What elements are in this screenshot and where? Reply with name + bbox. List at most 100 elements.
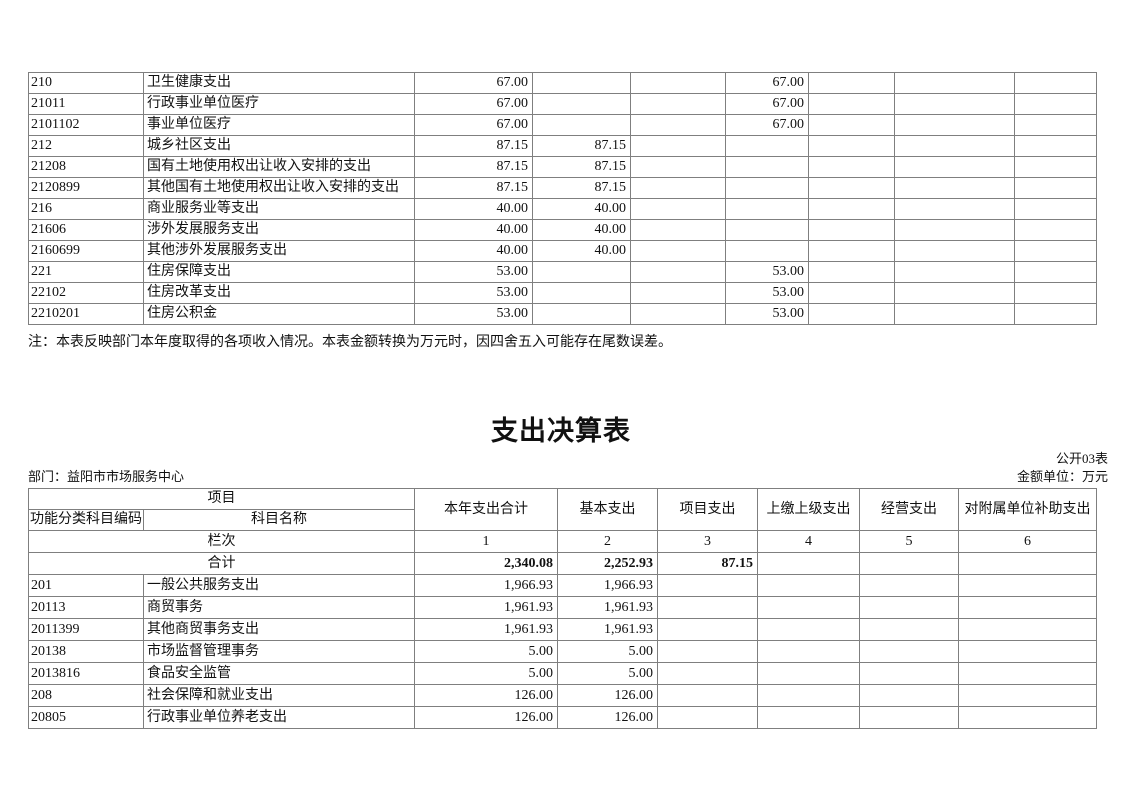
- subject-code-cell: 22102: [28, 282, 144, 304]
- subject-code-cell: 2011399: [28, 618, 144, 641]
- expenditure-row: 20113 商贸事务 1,961.93 1,961.93: [28, 596, 1097, 619]
- table-code-label: 公开03表: [1055, 451, 1108, 466]
- department-label: 部门：益阳市市场服务中心: [28, 469, 185, 484]
- amount-cell: [532, 72, 631, 94]
- amount-cell: [532, 114, 631, 136]
- amount-cell: 40.00: [414, 240, 533, 262]
- income-table-continuation: 210 卫生健康支出 67.00 67.00 21011 行政事业单位医疗 67…: [28, 72, 1097, 325]
- amount-cell: [657, 662, 758, 685]
- income-table-note: 注：本表反映部门本年度取得的各项收入情况。本表金额转换为万元时，因四舍五入可能存…: [28, 335, 672, 350]
- amount-cell: [894, 198, 1015, 220]
- amount-cell: [630, 219, 726, 241]
- project-header-cell: 项目: [28, 488, 415, 510]
- subject-name-cell: 行政事业单位养老支出: [143, 706, 415, 729]
- amount-cell: [859, 574, 959, 597]
- amount-cell: [808, 303, 895, 325]
- subject-name-cell: 市场监督管理事务: [143, 640, 415, 663]
- row-index-label-cell: 栏次: [28, 530, 415, 553]
- subject-name-cell: 社会保障和就业支出: [143, 684, 415, 707]
- amount-cell: [1014, 240, 1097, 262]
- income-row: 221 住房保障支出 53.00 53.00: [28, 261, 1097, 283]
- amount-cell: [1014, 156, 1097, 178]
- subject-code-cell: 20805: [28, 706, 144, 729]
- subject-code-cell: 208: [28, 684, 144, 707]
- amount-cell: 67.00: [414, 93, 533, 115]
- income-row: 21011 行政事业单位医疗 67.00 67.00: [28, 93, 1097, 115]
- subject-code-cell: 210: [28, 72, 144, 94]
- amount-cell: 40.00: [414, 219, 533, 241]
- amount-cell: [808, 240, 895, 262]
- subject-name-cell: 住房改革支出: [143, 282, 415, 304]
- amount-cell: [532, 261, 631, 283]
- income-row: 2210201 住房公积金 53.00 53.00: [28, 303, 1097, 325]
- column-header-cell: 经营支出: [859, 488, 959, 531]
- amount-cell: 1,961.93: [414, 596, 558, 619]
- amount-cell: [630, 114, 726, 136]
- amount-cell: [630, 261, 726, 283]
- amount-cell: [532, 93, 631, 115]
- amount-cell: [859, 706, 959, 729]
- amount-cell: [1014, 135, 1097, 157]
- amount-cell: [894, 240, 1015, 262]
- income-row: 21208 国有土地使用权出让收入安排的支出 87.15 87.15: [28, 156, 1097, 178]
- column-number-cell: 2: [557, 530, 658, 553]
- amount-cell: 87.15: [414, 156, 533, 178]
- amount-cell: 87.15: [532, 135, 631, 157]
- expenditure-row: 2013816 食品安全监管 5.00 5.00: [28, 662, 1097, 685]
- amount-cell: [757, 596, 860, 619]
- amount-cell: [808, 156, 895, 178]
- amount-cell: 5.00: [557, 662, 658, 685]
- amount-cell: 1,966.93: [557, 574, 658, 597]
- amount-cell: [859, 662, 959, 685]
- amount-cell: 53.00: [414, 261, 533, 283]
- income-row: 21606 涉外发展服务支出 40.00 40.00: [28, 219, 1097, 241]
- subject-name-cell: 住房公积金: [143, 303, 415, 325]
- amount-cell: [1014, 114, 1097, 136]
- total-amount-cell: 87.15: [657, 552, 758, 575]
- subject-code-cell: 2101102: [28, 114, 144, 136]
- amount-cell: [1014, 72, 1097, 94]
- income-row: 210 卫生健康支出 67.00 67.00: [28, 72, 1097, 94]
- amount-cell: [757, 640, 860, 663]
- amount-cell: 5.00: [414, 662, 558, 685]
- amount-cell: [1014, 219, 1097, 241]
- column-number-cell: 3: [657, 530, 758, 553]
- amount-cell: [958, 574, 1097, 597]
- amount-cell: [859, 684, 959, 707]
- amount-cell: 1,966.93: [414, 574, 558, 597]
- amount-cell: 126.00: [557, 706, 658, 729]
- column-number-cell: 4: [757, 530, 860, 553]
- subject-code-cell: 21208: [28, 156, 144, 178]
- amount-cell: 67.00: [414, 72, 533, 94]
- amount-cell: [958, 706, 1097, 729]
- amount-cell: [894, 282, 1015, 304]
- amount-cell: [657, 596, 758, 619]
- subject-name-cell: 其他商贸事务支出: [143, 618, 415, 641]
- amount-cell: [958, 684, 1097, 707]
- column-header-cell: 本年支出合计: [414, 488, 558, 531]
- subject-code-cell: 21011: [28, 93, 144, 115]
- amount-cell: [630, 303, 726, 325]
- amount-cell: [894, 303, 1015, 325]
- amount-cell: 1,961.93: [414, 618, 558, 641]
- amount-cell: 1,961.93: [557, 596, 658, 619]
- amount-cell: [630, 72, 726, 94]
- amount-cell: [859, 640, 959, 663]
- expenditure-row: 20138 市场监督管理事务 5.00 5.00: [28, 640, 1097, 663]
- income-row: 216 商业服务业等支出 40.00 40.00: [28, 198, 1097, 220]
- amount-cell: [894, 114, 1015, 136]
- subject-code-cell: 2210201: [28, 303, 144, 325]
- code-column-header-cell: 功能分类科目编码: [28, 509, 144, 531]
- column-number-cell: 5: [859, 530, 959, 553]
- amount-cell: [757, 706, 860, 729]
- amount-cell: [894, 156, 1015, 178]
- income-table-body: 210 卫生健康支出 67.00 67.00 21011 行政事业单位医疗 67…: [28, 72, 1097, 325]
- amount-cell: [725, 177, 809, 199]
- amount-cell: [1014, 198, 1097, 220]
- amount-cell: [808, 177, 895, 199]
- amount-cell: [1014, 303, 1097, 325]
- amount-cell: 40.00: [532, 219, 631, 241]
- expenditure-table: 项目 本年支出合计 基本支出 项目支出 上缴上级支出 经营支出 对附属单位补助支…: [28, 488, 1097, 729]
- amount-cell: [808, 282, 895, 304]
- total-row: 合计 2,340.08 2,252.93 87.15: [28, 552, 1097, 575]
